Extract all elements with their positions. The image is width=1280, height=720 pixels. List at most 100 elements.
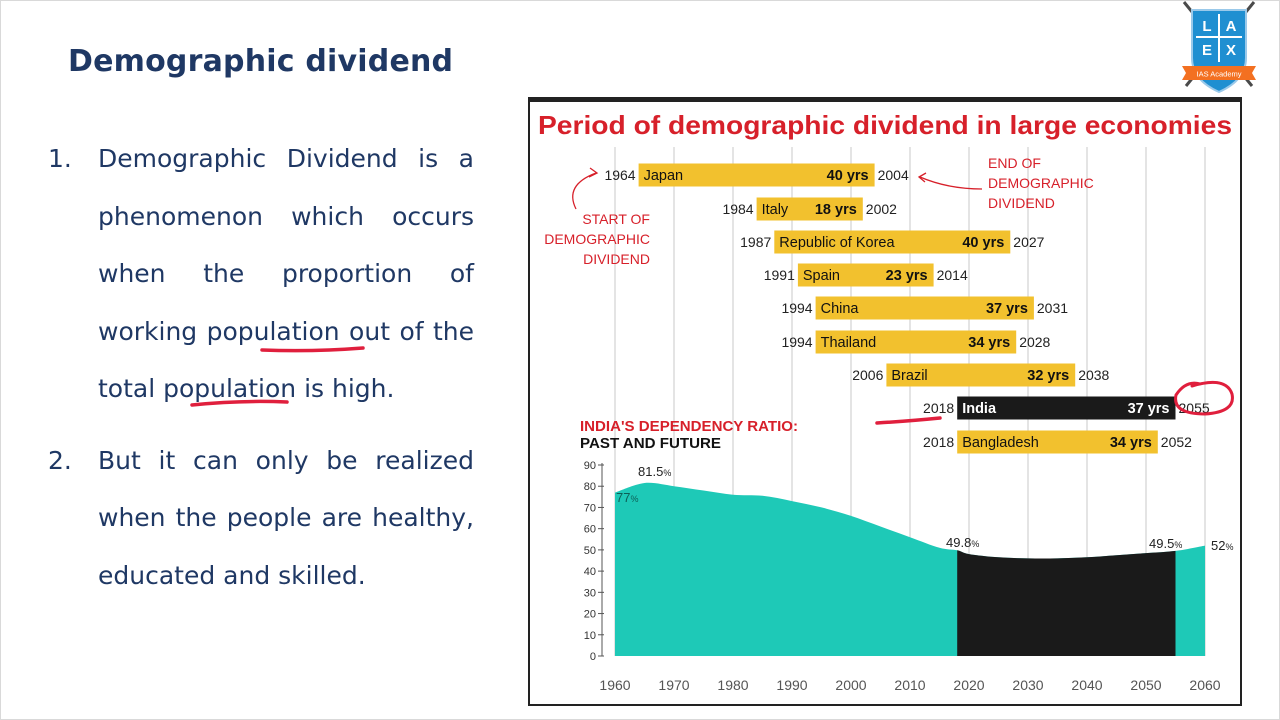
dependency-area-dividend-period	[957, 550, 1176, 656]
y-tick-label: 10	[584, 630, 596, 642]
bar-end-year: 2014	[937, 267, 968, 283]
bullet-point-2: 2. But it can only be realized when the …	[48, 432, 474, 605]
slide-title: Demographic dividend	[68, 44, 454, 79]
y-tick-label: 80	[584, 481, 596, 493]
bar-start-year: 1994	[781, 300, 812, 316]
bar-country-label: Japan	[644, 168, 684, 184]
x-tick-label: 2010	[894, 677, 925, 693]
bar-end-year: 2052	[1161, 434, 1192, 450]
y-tick-label: 40	[584, 566, 596, 578]
bar-end-year: 2038	[1078, 367, 1109, 383]
bar-italy: 1984 Italy 18 yrs 2002	[722, 197, 897, 221]
bar-country-label: Thailand	[821, 335, 877, 351]
x-tick-label: 1980	[717, 677, 748, 693]
bullet-list: 1. Demographic Dividend is a phenomenon …	[48, 130, 474, 604]
bar-duration-label: 37 yrs	[986, 301, 1028, 317]
bar-start-year: 2018	[923, 400, 954, 416]
bar-duration-label: 32 yrs	[1027, 368, 1069, 384]
bar-china: 1994 China 37 yrs 2031	[781, 296, 1068, 320]
bar-japan: 1964 Japan 40 yrs 2004	[604, 163, 909, 187]
x-tick-label: 2000	[835, 677, 866, 693]
bar-duration-label: 34 yrs	[1110, 435, 1152, 451]
area-data-label: 49.8%	[946, 535, 979, 550]
bar-start-year: 1964	[604, 167, 635, 183]
bar-rect	[957, 430, 1158, 454]
bullet-text: But it can only be realized when the peo…	[98, 445, 474, 590]
bar-rect	[797, 263, 934, 287]
bar-country-label: Brazil	[891, 368, 927, 384]
bar-start-year: 1991	[764, 267, 795, 283]
bar-rect	[957, 396, 1176, 420]
bar-country-label: Spain	[803, 268, 840, 284]
bar-start-year: 1994	[781, 334, 812, 350]
y-tick-label: 70	[584, 502, 596, 514]
x-tick-label: 1960	[599, 677, 630, 693]
end-annotation-line: DIVIDEND	[988, 195, 1055, 211]
bar-duration-label: 37 yrs	[1128, 401, 1170, 417]
x-tick-label: 2060	[1189, 677, 1220, 693]
bullet-point-1: 1. Demographic Dividend is a phenomenon …	[48, 130, 474, 418]
y-tick-label: 60	[584, 524, 596, 536]
end-annotation-line: END OF	[988, 155, 1041, 171]
bar-end-year: 2055	[1179, 400, 1210, 416]
end-arrow-icon	[919, 176, 983, 190]
bar-duration-label: 23 yrs	[886, 268, 928, 284]
bar-duration-label: 34 yrs	[968, 335, 1010, 351]
logo-letter-e: E	[1202, 42, 1212, 59]
bar-start-year: 2006	[852, 367, 883, 383]
x-tick-label: 2030	[1012, 677, 1043, 693]
bar-start-year: 2018	[923, 434, 954, 450]
x-tick-label: 1990	[776, 677, 807, 693]
bar-start-year: 1987	[740, 234, 771, 250]
bar-rect	[756, 197, 863, 221]
bar-country-label: Italy	[762, 202, 789, 218]
logo-letter-l: L	[1202, 18, 1211, 35]
bar-end-year: 2004	[878, 167, 909, 183]
logo-letter-x: X	[1226, 42, 1236, 59]
bar-end-year: 2028	[1019, 334, 1050, 350]
area-chart-subtitle: PAST AND FUTURE	[580, 436, 721, 452]
dividend-figure: Period of demographic dividend in large …	[528, 97, 1242, 706]
laex-logo: L A E X IAS Academy	[1182, 1, 1256, 94]
bullet-text: Demographic Dividend is a phenomenon whi…	[98, 144, 474, 403]
bar-country-label: Bangladesh	[962, 435, 1039, 451]
logo-ribbon-text: IAS Academy	[1196, 70, 1241, 79]
bar-duration-label: 40 yrs	[827, 168, 869, 184]
bar-start-year: 1984	[722, 201, 753, 217]
y-tick-label: 30	[584, 587, 596, 599]
bar-india: 2018 India 37 yrs 2055	[923, 396, 1210, 420]
start-annotation-line: DIVIDEND	[583, 251, 650, 267]
area-data-label: 49.5%	[1149, 536, 1182, 551]
bullet-number: 1.	[48, 144, 72, 173]
bar-rect	[815, 330, 1017, 354]
bar-country-label: Republic of Korea	[779, 235, 895, 251]
x-tick-label: 1970	[658, 677, 689, 693]
bar-rect	[774, 230, 1011, 254]
end-annotation-line: DEMOGRAPHIC	[988, 175, 1094, 191]
start-annotation-line: DEMOGRAPHIC	[544, 231, 650, 247]
bar-duration-label: 40 yrs	[962, 235, 1004, 251]
x-tick-label: 2020	[953, 677, 984, 693]
logo-ribbon	[1182, 66, 1256, 80]
y-tick-label: 0	[590, 651, 596, 663]
bar-rect	[815, 296, 1034, 320]
y-tick-label: 90	[584, 460, 596, 472]
area-chart-title: INDIA'S DEPENDENCY RATIO:	[580, 419, 798, 435]
chart-title: Period of demographic dividend in large …	[538, 110, 1232, 140]
bar-bangladesh: 2018 Bangladesh 34 yrs 2052	[923, 430, 1192, 454]
bar-rect	[638, 163, 875, 187]
start-annotation-line: START OF	[582, 211, 650, 227]
bar-thailand: 1994 Thailand 34 yrs 2028	[781, 330, 1051, 354]
bar-country-label: China	[821, 301, 860, 317]
bar-duration-label: 18 yrs	[815, 202, 857, 218]
bar-end-year: 2031	[1037, 300, 1068, 316]
bar-rect	[886, 363, 1076, 387]
bar-republic-of-korea: 1987 Republic of Korea 40 yrs 2027	[740, 230, 1045, 254]
bar-country-label: India	[962, 401, 997, 417]
area-data-label: 77%	[616, 490, 638, 505]
bar-end-year: 2002	[866, 201, 897, 217]
area-data-label: 52%	[1211, 538, 1233, 553]
bar-spain: 1991 Spain 23 yrs 2014	[764, 263, 968, 287]
y-tick-label: 50	[584, 545, 596, 557]
y-tick-label: 20	[584, 609, 596, 621]
